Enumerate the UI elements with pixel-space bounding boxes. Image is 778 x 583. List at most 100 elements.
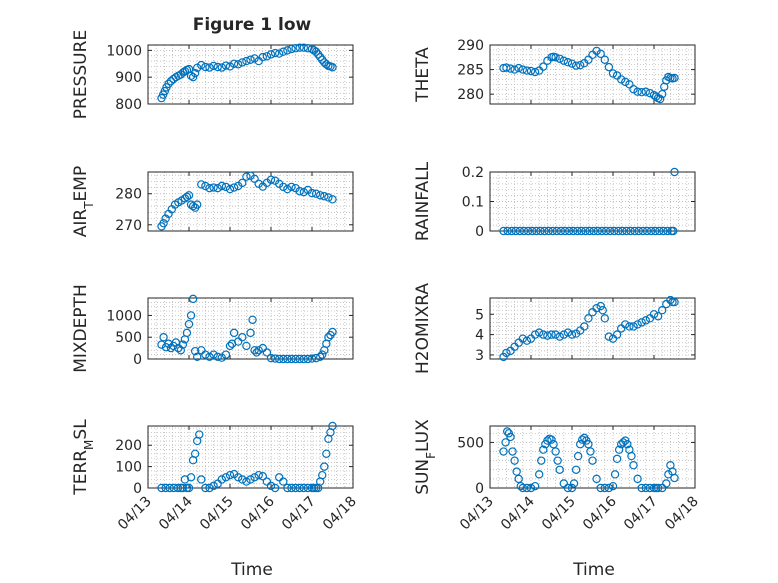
data-point xyxy=(619,438,628,447)
data-point xyxy=(612,330,622,339)
data-point xyxy=(637,483,646,493)
data-point xyxy=(508,447,517,456)
data-point xyxy=(238,333,247,342)
data-point xyxy=(266,353,276,363)
data-point xyxy=(178,340,188,349)
data-point xyxy=(563,328,573,337)
subplot-mixdepth: 0 500 1000 MIXDEPTH xyxy=(71,284,354,373)
data-point xyxy=(608,69,618,78)
data-point xyxy=(584,440,593,449)
data-point xyxy=(233,60,243,69)
data-point xyxy=(601,226,611,236)
series-markers xyxy=(157,43,337,103)
data-point xyxy=(627,451,636,461)
data-point xyxy=(646,226,656,236)
data-point xyxy=(192,63,202,72)
data-point xyxy=(328,63,337,72)
data-point xyxy=(246,475,255,484)
data-point xyxy=(186,473,196,482)
data-point xyxy=(283,184,292,194)
axes-box xyxy=(489,425,696,489)
data-point xyxy=(571,465,581,474)
data-point xyxy=(518,334,528,343)
x-axis-title-left: Time xyxy=(230,560,273,580)
data-point xyxy=(633,87,642,96)
series-markers xyxy=(157,294,337,364)
data-point xyxy=(275,354,284,364)
data-point xyxy=(160,86,170,96)
data-point xyxy=(600,314,610,323)
data-point xyxy=(157,483,166,493)
y-tick-label: 0.2 xyxy=(462,165,484,181)
data-point xyxy=(217,475,226,484)
data-point xyxy=(593,226,603,236)
data-point xyxy=(225,341,235,351)
data-point xyxy=(555,54,564,63)
data-point xyxy=(164,79,173,89)
data-point xyxy=(299,483,308,493)
data-point xyxy=(311,353,321,363)
series-markers xyxy=(157,171,337,231)
data-point xyxy=(322,449,331,458)
data-point xyxy=(670,297,679,307)
data-point xyxy=(279,182,288,192)
data-point xyxy=(307,188,317,198)
data-point xyxy=(536,226,545,236)
figure-title: Figure 1 low xyxy=(193,15,312,35)
data-point xyxy=(188,72,198,82)
data-point xyxy=(242,56,251,66)
data-point xyxy=(201,350,210,359)
data-point xyxy=(518,65,528,74)
data-point xyxy=(506,64,515,73)
data-point xyxy=(658,483,667,493)
data-point xyxy=(291,354,300,364)
data-point xyxy=(634,226,644,236)
data-point xyxy=(242,341,251,351)
data-point xyxy=(254,470,263,480)
data-point xyxy=(526,66,536,76)
data-point xyxy=(275,49,284,58)
y-tick-label: 800 xyxy=(115,97,142,113)
series-markers xyxy=(157,421,337,493)
subplot-h2omixra: 3 4 5 H2OMIXRA xyxy=(413,283,696,374)
data-point xyxy=(535,470,544,479)
y-tick-label: 285 xyxy=(457,63,484,79)
data-point xyxy=(502,348,511,358)
data-point xyxy=(539,330,548,339)
data-point xyxy=(303,483,313,493)
y-tick-label: 5 xyxy=(475,307,484,323)
data-point xyxy=(254,346,263,355)
data-point xyxy=(580,322,589,331)
data-point xyxy=(612,454,622,464)
data-point xyxy=(670,167,679,177)
data-point xyxy=(526,483,536,493)
data-point xyxy=(544,226,553,236)
y-axis-title: THETA xyxy=(413,47,433,103)
data-point xyxy=(567,483,577,493)
data-point xyxy=(328,421,337,431)
data-point xyxy=(549,440,558,449)
data-point xyxy=(669,226,678,236)
y-tick-label: 0 xyxy=(475,481,484,497)
y-tick-label: 0 xyxy=(475,224,484,240)
data-point xyxy=(563,58,573,67)
data-point xyxy=(176,346,185,355)
data-point xyxy=(645,88,655,98)
data-point xyxy=(532,226,541,236)
data-point xyxy=(576,440,585,449)
y-tick-label: 0 xyxy=(133,481,142,497)
data-point xyxy=(535,328,544,337)
data-point xyxy=(586,447,595,456)
data-point xyxy=(547,330,556,339)
data-point xyxy=(578,435,587,444)
data-point xyxy=(299,354,308,364)
data-point xyxy=(617,75,626,84)
data-point xyxy=(658,89,667,99)
data-point xyxy=(506,432,515,442)
y-tick-label: 900 xyxy=(115,70,142,86)
data-point xyxy=(190,449,200,458)
data-point xyxy=(655,94,665,104)
data-point xyxy=(662,479,671,488)
series-markers xyxy=(499,167,679,236)
y-tick-label: 280 xyxy=(115,187,142,203)
